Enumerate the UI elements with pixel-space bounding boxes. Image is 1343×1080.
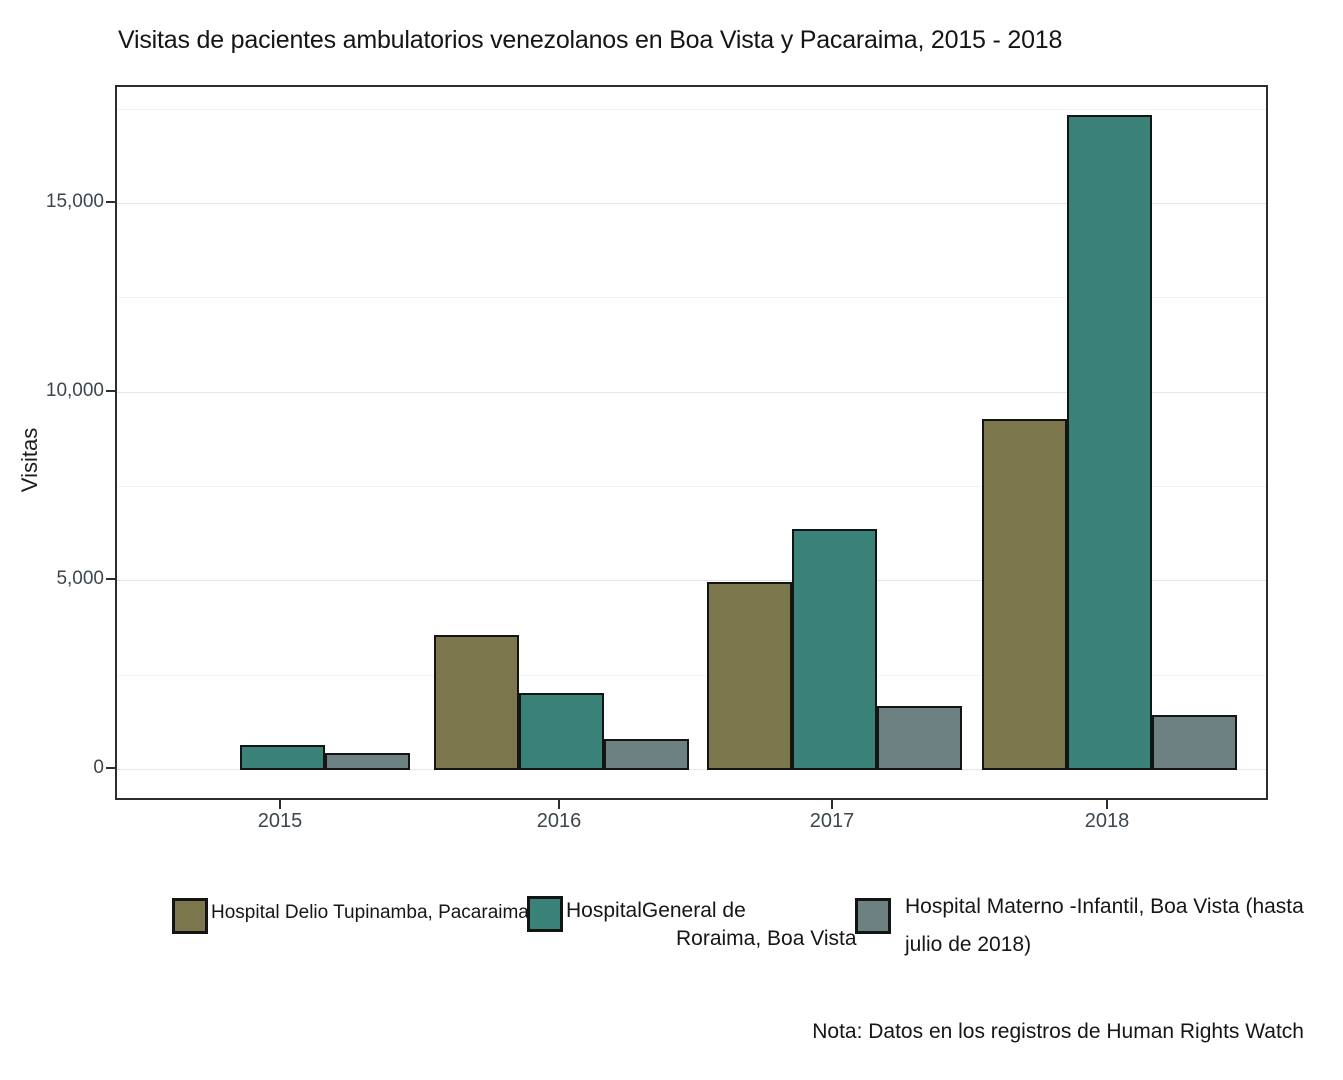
bar-de-2016 — [518, 693, 604, 770]
legend-label-general-roraima: HospitalGeneral de Roraima, Boa Vista — [566, 897, 857, 953]
minor-gridline — [117, 674, 1266, 676]
major-gridline — [117, 580, 1266, 582]
y-tick-mark — [106, 578, 115, 581]
bar-delio-2018 — [981, 419, 1067, 770]
legend-label-line: Hospital Materno -Infantil, Boa Vista (h… — [905, 895, 1304, 918]
y-tick-label: 15,000 — [45, 191, 104, 212]
bar-materno-2015 — [324, 753, 410, 770]
y-axis-title: Visitas — [17, 427, 42, 493]
chart-title: Visitas de pacientes ambulatorios venezo… — [118, 26, 1063, 54]
major-gridline — [117, 203, 1266, 204]
y-tick-label: 10,000 — [45, 379, 104, 401]
y-tick-mark — [106, 389, 115, 392]
bar-de-2018 — [1066, 115, 1152, 770]
legend-swatch-delio-tupinamba — [172, 898, 208, 934]
minor-gridline — [117, 108, 1266, 110]
x-tick-mark — [1106, 800, 1108, 809]
x-tick-label: 2018 — [1084, 810, 1130, 832]
legend-swatch-general-roraima — [527, 896, 563, 932]
bar-delio-2016 — [433, 634, 519, 770]
bar-materno-2016 — [603, 739, 689, 770]
x-tick-label: 2015 — [257, 810, 303, 832]
x-tick-mark — [279, 800, 281, 809]
y-tick-label: 0 — [93, 757, 104, 778]
x-tick-mark — [558, 800, 560, 809]
major-gridline — [117, 391, 1266, 393]
legend-label-line: HospitalGeneral de — [566, 899, 746, 922]
plot-panel — [115, 85, 1268, 800]
bar-materno-2017 — [876, 705, 962, 770]
y-tick-label: 5,000 — [56, 568, 104, 590]
y-tick-mark — [106, 767, 115, 769]
legend-label-line: julio de 2018) — [905, 933, 1032, 956]
legend-label-line: Roraima, Boa Vista — [676, 927, 857, 950]
bar-materno-2018 — [1151, 714, 1237, 770]
major-gridline — [117, 769, 1266, 770]
x-tick-mark — [831, 800, 833, 809]
legend-label-materno-infantil: Hospital Materno -Infantil, Boa Vista (h… — [905, 888, 1304, 964]
minor-gridline — [117, 297, 1266, 299]
bar-de-2015 — [239, 745, 325, 770]
y-tick-mark — [106, 201, 115, 203]
bar-de-2017 — [791, 528, 877, 770]
minor-gridline — [117, 486, 1266, 487]
legend-swatch-materno-infantil — [855, 898, 891, 934]
source-note: Nota: Datos en los registros de Human Ri… — [812, 1020, 1304, 1043]
bar-delio-2017 — [706, 582, 792, 770]
legend-label-delio-tupinamba: Hospital Delio Tupinamba, Pacaraima — [211, 902, 529, 923]
x-tick-label: 2017 — [809, 810, 855, 832]
x-tick-label: 2016 — [536, 810, 582, 832]
